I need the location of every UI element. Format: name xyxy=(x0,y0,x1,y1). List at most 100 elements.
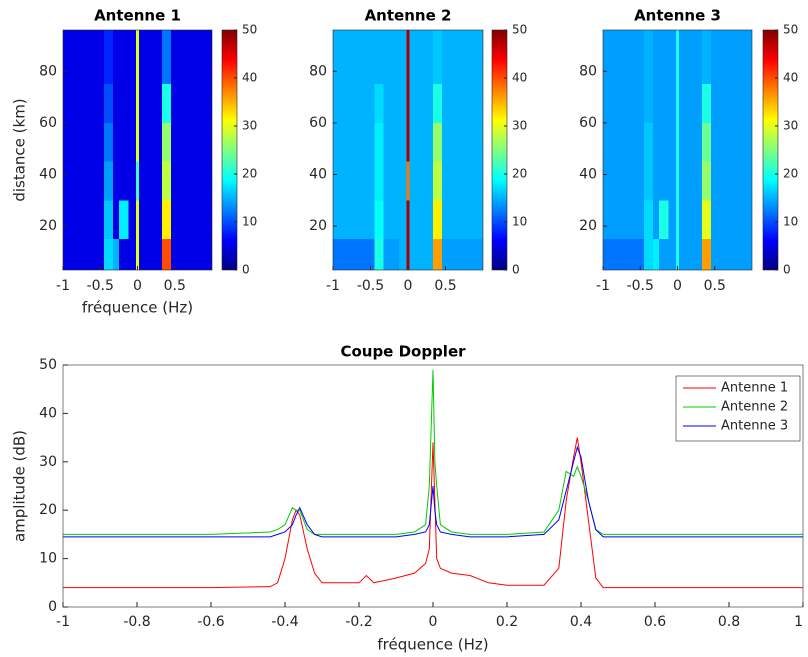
legend-label: Antenne 3 xyxy=(721,419,788,434)
heatmap-cell xyxy=(171,200,212,240)
heatmap-cell xyxy=(409,200,433,240)
heatmap-cell xyxy=(333,122,375,162)
heatmap-cell xyxy=(676,239,679,270)
heatmap-cell xyxy=(441,122,483,162)
heatmap-cell xyxy=(128,161,137,201)
colorbar-tick-label: 30 xyxy=(242,119,257,133)
colorbar-tick-label: 30 xyxy=(783,119,798,133)
heatmap-cell xyxy=(711,200,752,240)
legend-label: Antenne 1 xyxy=(721,381,788,396)
x-tick-label: -0.4 xyxy=(271,614,298,630)
heatmap-cell xyxy=(112,200,119,240)
colorbar xyxy=(491,29,508,271)
heatmap-cell xyxy=(652,200,659,240)
heatmap-cell xyxy=(702,84,712,123)
heatmap-cell xyxy=(118,84,129,123)
heatmap-cell xyxy=(603,200,644,240)
heatmap-cell xyxy=(399,161,407,201)
heatmap-cell xyxy=(112,84,119,123)
heatmap-cell xyxy=(118,239,129,270)
x-tick-label: 0.2 xyxy=(496,614,518,630)
heatmap-cell xyxy=(63,200,104,240)
heatmap-cell xyxy=(711,161,752,201)
heatmap-cell xyxy=(702,200,712,240)
heatmap-cell xyxy=(603,239,644,270)
heatmap-cell xyxy=(112,122,119,162)
heatmap-cell xyxy=(676,84,679,123)
heatmap-cell xyxy=(383,239,390,270)
heatmap-cell xyxy=(658,30,669,85)
heatmap-cell xyxy=(678,200,703,240)
heatmap-cell xyxy=(441,30,483,85)
x-tick-label: -0.5 xyxy=(627,278,654,294)
y-axis-label: distance (km) xyxy=(11,98,29,201)
heatmap-cell xyxy=(702,239,712,270)
heatmap-cell xyxy=(406,30,410,85)
heatmap-cell xyxy=(678,30,703,85)
heatmap-cell xyxy=(603,30,644,85)
colorbar-tick-label: 40 xyxy=(242,71,257,85)
heatmap-cell xyxy=(406,239,410,270)
x-tick-label: 1 xyxy=(794,614,803,630)
heatmap-cell xyxy=(138,84,163,123)
heatmap-cell xyxy=(652,30,659,85)
heatmap-cell xyxy=(399,30,407,85)
heatmap-cell xyxy=(118,200,129,240)
heatmap-cell xyxy=(118,161,129,201)
colorbar-tick-label: 20 xyxy=(783,167,798,181)
heatmap-cell xyxy=(63,122,104,162)
heatmap-cell xyxy=(383,200,390,240)
y-tick-label: 40 xyxy=(579,167,597,183)
x-tick-label: 0 xyxy=(133,278,142,294)
heatmap-cell xyxy=(374,161,384,201)
heatmap-cell xyxy=(63,239,104,270)
heatmap-cell xyxy=(702,161,712,201)
heatmap-cell xyxy=(118,30,129,85)
heatmap-cell xyxy=(333,200,375,240)
heatmap-cell xyxy=(63,30,104,85)
heatmap-cell xyxy=(658,84,669,123)
heatmap-cell xyxy=(374,30,384,85)
heatmap-cell xyxy=(652,122,659,162)
heatmap-cell xyxy=(441,84,483,123)
heatmap-cell xyxy=(702,30,712,85)
heatmap-cell xyxy=(138,200,163,240)
heatmap-cell xyxy=(668,30,677,85)
heatmap-cell xyxy=(668,122,677,162)
heatmap-cell xyxy=(652,84,659,123)
heatmap-cell xyxy=(333,239,375,270)
heatmap-cell xyxy=(406,200,410,240)
heatmap-cell xyxy=(138,239,163,270)
colorbar-tick-label: 0 xyxy=(783,263,791,277)
heatmap-cell xyxy=(399,84,407,123)
heatmap-cell xyxy=(138,161,163,201)
colorbar-tick-label: 30 xyxy=(512,119,527,133)
heatmap-cell xyxy=(678,239,703,270)
x-tick-label: 0 xyxy=(429,614,438,630)
x-tick-label: -1 xyxy=(56,278,70,294)
y-tick-label: 40 xyxy=(39,167,57,183)
x-tick-label: 0.5 xyxy=(164,278,186,294)
heatmap-cell xyxy=(409,30,433,85)
y-tick-label: 30 xyxy=(39,454,57,470)
heatmap-cell xyxy=(333,84,375,123)
heatmap-cell xyxy=(171,161,212,201)
colorbar-tick-label: 0 xyxy=(512,263,520,277)
heatmap-cell xyxy=(162,30,172,85)
heatmap-cell xyxy=(63,84,104,123)
heatmap-cell xyxy=(678,161,703,201)
heatmap-cell xyxy=(668,84,677,123)
data-line xyxy=(63,369,803,535)
heatmap-cell xyxy=(136,200,139,240)
heatmap-cell xyxy=(383,161,390,201)
heatmap-cell xyxy=(658,122,669,162)
heatmap-cell xyxy=(171,84,212,123)
y-tick-label: 10 xyxy=(39,551,57,567)
y-tick-label: 40 xyxy=(309,167,327,183)
heatmap-cell xyxy=(138,30,163,85)
heatmap-cell xyxy=(171,122,212,162)
axes-title: Antenne 1 xyxy=(94,7,181,25)
heatmap-cell xyxy=(399,200,407,240)
heatmap-cell xyxy=(643,239,653,270)
heatmap-cell xyxy=(162,122,172,162)
